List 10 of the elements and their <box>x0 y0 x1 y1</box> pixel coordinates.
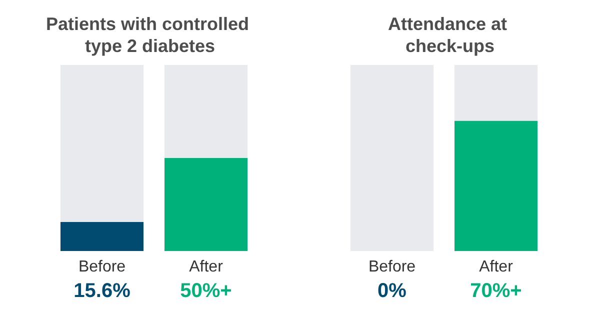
data-label: 70%+ <box>470 280 522 302</box>
data-label: 15.6% <box>74 280 131 302</box>
x-tick-label: After <box>189 258 224 276</box>
x-tick-label: Before <box>368 258 416 276</box>
chart-title: Patients with controlled type 2 diabetes <box>46 14 254 56</box>
x-tick-label: After <box>479 258 514 276</box>
data-label: 50%+ <box>180 280 232 302</box>
chart-title: Attendance at check-ups <box>388 14 512 56</box>
data-label: 0% <box>378 280 407 302</box>
x-tick-label: Before <box>78 258 126 276</box>
